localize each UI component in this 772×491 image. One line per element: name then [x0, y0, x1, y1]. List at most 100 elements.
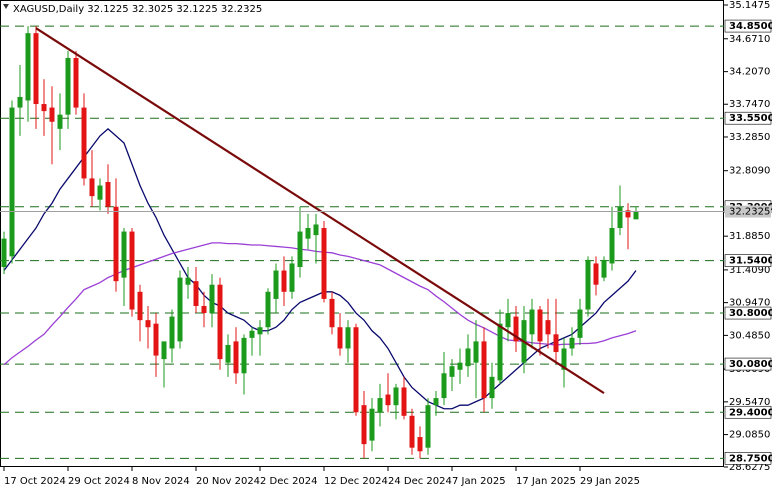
level-label: 30.8000 [729, 308, 772, 319]
x-tick-label: 29 Oct 2024 [68, 476, 130, 487]
x-tick-label: 12 Dec 2024 [324, 476, 388, 487]
candle-body [169, 316, 175, 349]
candle-body [561, 348, 567, 370]
candle-body [201, 305, 207, 314]
current-price-label: 32.2325 [729, 207, 770, 218]
y-tick-label: 33.7470 [729, 99, 770, 110]
candle-body [625, 210, 631, 218]
level-label: 28.7500 [729, 453, 772, 464]
level-label-box [724, 254, 772, 267]
candle-body [105, 181, 111, 207]
x-tick-label: 29 Jan 2025 [580, 476, 640, 487]
x-tick-label: 8 Nov 2024 [132, 476, 190, 487]
candle-body [329, 298, 335, 328]
y-tick-label: 30.4850 [729, 330, 770, 341]
level-label-box [724, 452, 772, 465]
candle-body [33, 33, 39, 105]
candle-body [145, 320, 151, 328]
candle-body [473, 341, 479, 363]
candle-body [497, 323, 503, 381]
candle-body [289, 263, 295, 292]
x-tick-label: 17 Jan 2025 [516, 476, 576, 487]
candle-body [553, 334, 559, 353]
candle-body [489, 376, 495, 399]
candle-body [441, 373, 447, 399]
candle-body [593, 263, 599, 285]
candle-body [401, 387, 407, 416]
candle-body [353, 327, 359, 413]
candle-body [81, 107, 87, 179]
candle-body [529, 309, 535, 335]
candle-body [481, 341, 487, 399]
y-tick-label: 30.9470 [729, 298, 770, 309]
candle-body [161, 341, 167, 360]
candle-body [425, 405, 431, 448]
candle-body [49, 107, 55, 122]
x-tick-label: 7 Jan 2025 [452, 476, 506, 487]
x-tick-label: 24 Dec 2024 [388, 476, 452, 487]
candle-body [305, 228, 311, 239]
candle-body [409, 415, 415, 448]
candle-body [417, 437, 423, 452]
candle-body [505, 313, 511, 328]
candle-body [281, 270, 287, 292]
menu-icon [3, 4, 9, 9]
y-tick-label: 28.6275 [729, 462, 770, 473]
candle-body [537, 309, 543, 342]
level-label: 29.4000 [729, 407, 772, 418]
candle-body [25, 33, 31, 101]
candle-body [233, 341, 239, 374]
level-label-box [724, 19, 772, 33]
y-tick-label: 29.5470 [729, 397, 770, 408]
level-label: 31.5400 [729, 256, 772, 267]
y-tick-label: 31.8850 [729, 231, 770, 242]
candle-body [513, 316, 519, 342]
candle-body [113, 206, 119, 282]
y-tick-label: 33.2850 [729, 132, 770, 143]
y-tick-label: 32.8090 [729, 166, 770, 177]
candle-body [569, 337, 575, 349]
candle-body [129, 231, 135, 310]
candle-body [1, 238, 7, 268]
level-label: 30.0800 [729, 359, 772, 370]
candle-body [297, 231, 303, 268]
candle-body [57, 114, 63, 129]
y-tick-label: 34.6710 [729, 34, 770, 45]
x-tick-label: 20 Nov 2024 [196, 476, 260, 487]
trendline [35, 27, 605, 395]
level-label-box [724, 357, 772, 371]
candle-body [361, 405, 367, 445]
candle-body [609, 228, 615, 264]
candle-body [185, 277, 191, 285]
candle-body [17, 96, 23, 108]
candle-body [457, 362, 463, 370]
candle-body [217, 284, 223, 360]
level-label: 33.5500 [729, 113, 772, 124]
candle-body [9, 107, 15, 257]
candle-body [241, 337, 247, 374]
x-tick-label: 2 Dec 2024 [260, 476, 318, 487]
candle-body [601, 259, 607, 278]
candle-body [585, 259, 591, 310]
y-tick-label: 31.4090 [729, 265, 770, 276]
candle-body [393, 387, 399, 406]
candle-body [617, 206, 623, 229]
y-tick-label: 35.1475 [729, 0, 770, 11]
candle-body [193, 281, 199, 306]
current-price-box [725, 205, 771, 218]
candle-body [545, 320, 551, 335]
candle-body [385, 394, 391, 406]
candle-body [577, 309, 583, 338]
level-label-box [724, 111, 772, 125]
candle-body [177, 277, 183, 342]
candle-body [465, 348, 471, 367]
candle-body [449, 366, 455, 377]
candle-body [345, 327, 351, 349]
level-label-box [724, 306, 772, 320]
candle-body [337, 327, 343, 349]
candle-body [633, 211, 639, 220]
x-tick-label: 17 Oct 2024 [4, 476, 66, 487]
chart-title: XAGUSD,Daily 32.1225 32.3025 32.1225 32.… [13, 4, 262, 15]
